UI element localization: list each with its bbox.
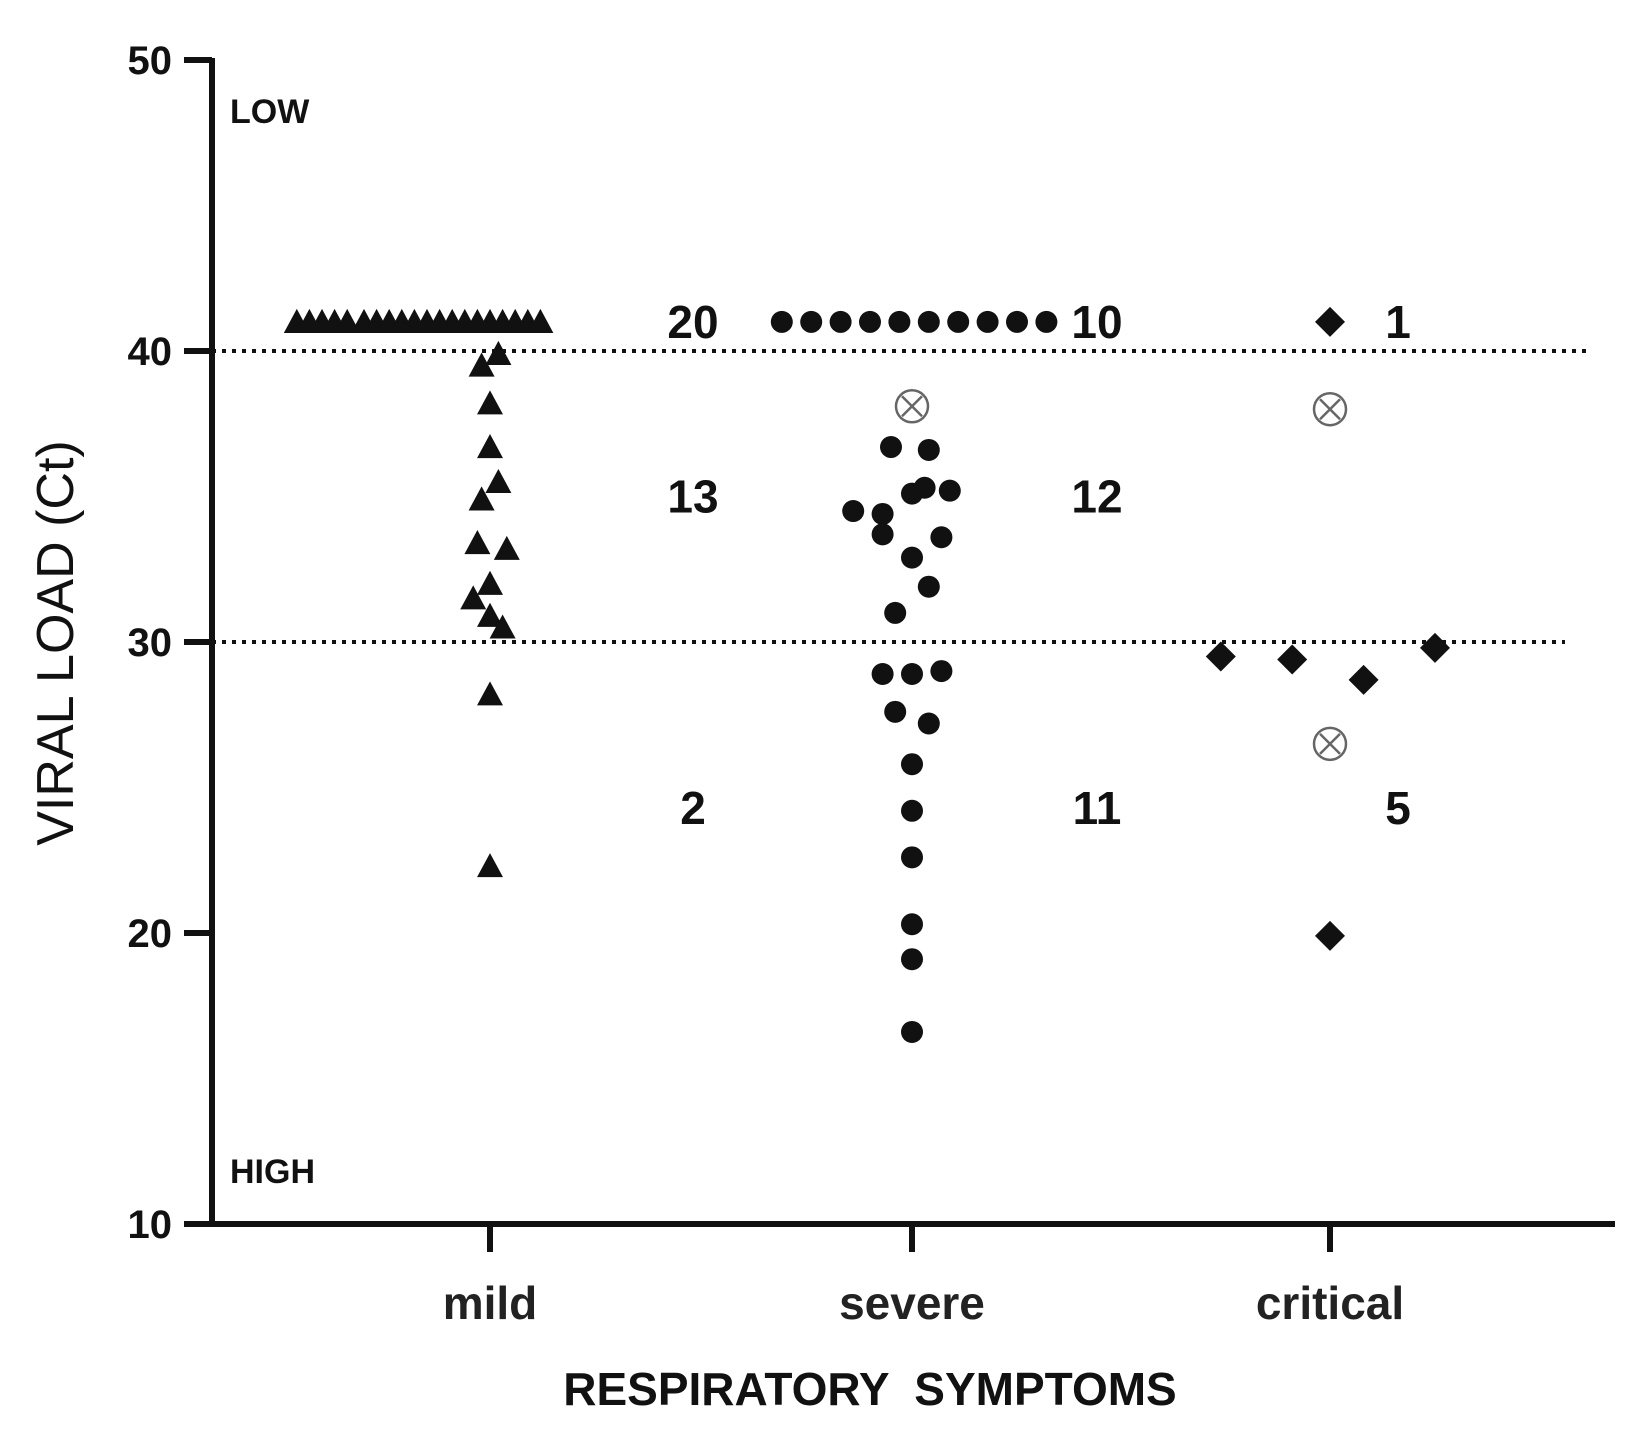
point-circle <box>871 523 894 546</box>
point-circle <box>1006 310 1028 333</box>
point-diamond <box>1315 306 1345 337</box>
point-circle <box>901 753 923 776</box>
point-circle <box>888 310 911 333</box>
point-triangle <box>485 340 512 365</box>
y-tick-label-40: 40 <box>128 330 173 374</box>
x-axis-title: RESPIRATORY SYMPTOMS <box>563 1363 1176 1415</box>
point-triangle <box>527 308 554 333</box>
point-cross-b <box>1319 398 1341 421</box>
point-circle <box>871 663 894 686</box>
y-axis-title: VIRAL LOAD (Ct) <box>27 440 85 846</box>
point-cross-b <box>1319 732 1341 755</box>
point-circle <box>930 526 953 549</box>
point-circle <box>901 1020 923 1043</box>
point-triangle <box>477 681 503 706</box>
point-diamond <box>1420 632 1450 663</box>
count-label-severe-below_30: 11 <box>1073 782 1122 834</box>
point-triangle <box>477 602 503 627</box>
point-cross-b <box>901 395 923 418</box>
y-axis: 10 20 30 40 50 <box>128 39 215 1247</box>
point-circle <box>917 712 940 735</box>
count-label-mild-between_30_40: 13 <box>667 471 718 523</box>
point-triangle <box>334 308 361 333</box>
point-circle <box>901 799 923 822</box>
point-triangle <box>489 614 516 639</box>
point-circle <box>770 310 793 333</box>
x-tick-label-critical: critical <box>1256 1277 1404 1329</box>
point-circle <box>901 913 923 936</box>
point-circle <box>901 846 923 869</box>
point-open-circle-x <box>1312 391 1348 427</box>
x-tick-label-severe: severe <box>839 1277 985 1329</box>
count-label-mild-above_40: 20 <box>667 296 718 348</box>
point-circle <box>829 310 852 333</box>
point-circle <box>976 310 999 333</box>
point-triangle <box>477 434 503 459</box>
point-triangle <box>468 486 495 511</box>
point-triangle <box>468 352 495 377</box>
point-triangle <box>477 390 503 415</box>
low-annotation: LOW <box>230 93 310 131</box>
point-circle <box>917 575 940 598</box>
point-open-circle-x <box>894 389 930 424</box>
point-triangle <box>477 570 503 595</box>
point-circle <box>1035 310 1058 333</box>
count-label-mild-below_30: 2 <box>680 782 706 834</box>
point-circle <box>901 948 923 971</box>
x-axis: mild severe critical <box>209 1221 1615 1329</box>
high-annotation: HIGH <box>230 1153 315 1191</box>
point-diamond <box>1277 644 1308 675</box>
y-tick-label-10: 10 <box>128 1203 173 1247</box>
point-circle <box>800 310 823 333</box>
count-label-critical-above_40: 1 <box>1385 296 1411 348</box>
point-circle <box>871 502 894 525</box>
point-circle <box>859 310 881 333</box>
point-circle <box>884 601 907 624</box>
point-diamond <box>1205 641 1236 672</box>
count-label-severe-above_40: 10 <box>1071 296 1122 348</box>
point-triangle <box>477 853 503 878</box>
x-tick-label-mild: mild <box>443 1277 538 1329</box>
point-triangle <box>493 535 520 560</box>
point-circle <box>901 663 923 686</box>
point-triangle <box>464 530 491 555</box>
point-open-circle-x <box>1312 726 1348 762</box>
count-label-severe-between_30_40: 12 <box>1071 471 1122 523</box>
y-tick-label-50: 50 <box>128 39 173 83</box>
point-circle <box>884 700 907 723</box>
y-tick-label-20: 20 <box>128 912 173 956</box>
point-triangle <box>460 585 487 610</box>
point-diamond <box>1348 664 1379 695</box>
point-triangle <box>485 468 512 493</box>
point-circle <box>901 482 923 505</box>
point-circle <box>917 438 940 461</box>
point-circle <box>901 546 923 569</box>
point-circle <box>917 310 940 333</box>
point-circle <box>930 660 953 683</box>
count-label-critical-below_30: 5 <box>1385 782 1411 834</box>
point-circle <box>938 479 961 502</box>
point-circle <box>842 500 865 523</box>
point-circle <box>880 436 902 459</box>
point-diamond <box>1315 920 1345 951</box>
y-tick-label-30: 30 <box>128 621 173 665</box>
data-points <box>283 306 1450 1043</box>
point-circle <box>947 310 970 333</box>
